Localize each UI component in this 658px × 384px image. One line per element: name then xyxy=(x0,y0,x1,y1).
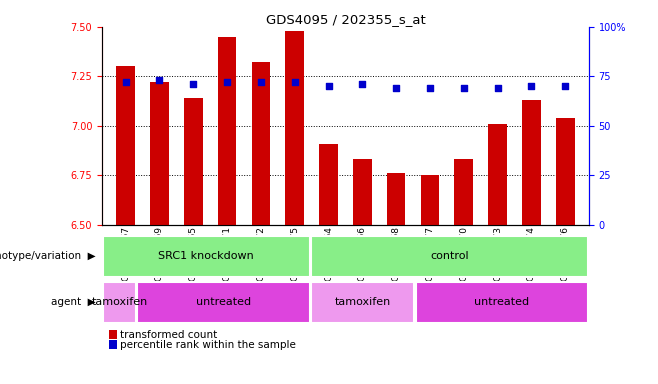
Bar xyxy=(251,63,270,225)
Text: transformed count: transformed count xyxy=(120,330,218,340)
Bar xyxy=(218,37,236,225)
Point xyxy=(256,79,266,85)
Point xyxy=(526,83,537,89)
Title: GDS4095 / 202355_s_at: GDS4095 / 202355_s_at xyxy=(266,13,425,26)
Point xyxy=(222,79,232,85)
Point xyxy=(290,79,300,85)
Bar xyxy=(420,175,440,225)
Point xyxy=(459,85,469,91)
Point xyxy=(188,81,199,87)
Bar xyxy=(455,159,473,225)
Text: percentile rank within the sample: percentile rank within the sample xyxy=(120,340,296,350)
Text: agent  ▶: agent ▶ xyxy=(51,297,95,308)
Text: control: control xyxy=(430,251,469,262)
Text: untreated: untreated xyxy=(474,297,530,308)
Point xyxy=(391,85,401,91)
Point xyxy=(357,81,368,87)
Text: SRC1 knockdown: SRC1 knockdown xyxy=(159,251,254,262)
Point xyxy=(560,83,570,89)
Bar xyxy=(116,66,135,225)
Bar xyxy=(103,282,136,323)
Text: tamoxifen: tamoxifen xyxy=(91,297,147,308)
Text: genotype/variation  ▶: genotype/variation ▶ xyxy=(0,251,95,262)
Bar xyxy=(286,31,304,225)
Bar xyxy=(184,98,203,225)
Bar xyxy=(150,82,168,225)
Bar xyxy=(556,118,574,225)
Point xyxy=(323,83,334,89)
Point xyxy=(154,77,164,83)
Text: untreated: untreated xyxy=(196,297,251,308)
Bar xyxy=(522,100,541,225)
Bar xyxy=(138,282,310,323)
Text: tamoxifen: tamoxifen xyxy=(335,297,391,308)
Point xyxy=(424,85,435,91)
Bar xyxy=(311,282,415,323)
Bar xyxy=(416,282,588,323)
Bar xyxy=(488,124,507,225)
Bar xyxy=(353,159,372,225)
Point xyxy=(492,85,503,91)
Bar xyxy=(103,236,310,276)
Bar xyxy=(387,173,405,225)
Bar xyxy=(319,144,338,225)
Bar xyxy=(311,236,588,276)
Point xyxy=(120,79,131,85)
